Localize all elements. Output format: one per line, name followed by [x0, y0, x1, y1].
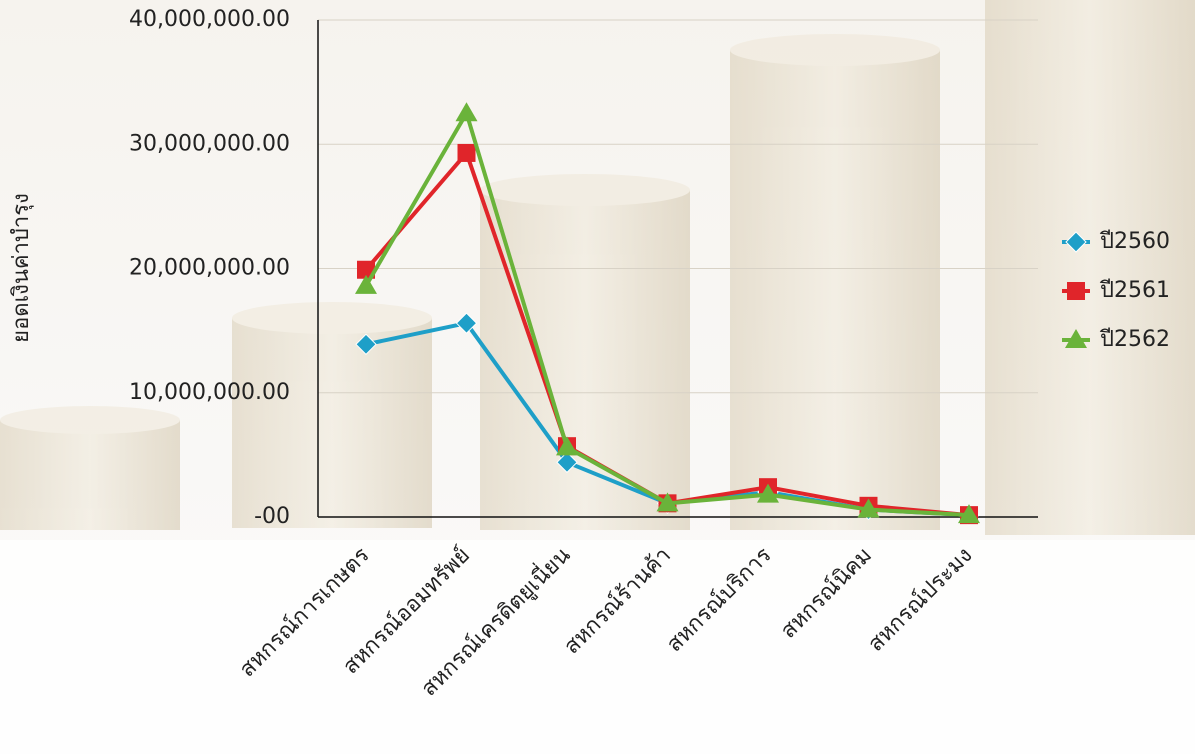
legend-label: ปี2561	[1099, 278, 1170, 303]
y-tick-label: -00	[254, 504, 290, 529]
legend-marker	[1067, 282, 1085, 300]
y-tick-label: 30,000,000.00	[129, 131, 290, 156]
marker	[458, 144, 476, 162]
chart: ยอดเงินค่าบำรุง -00 10,000,000.00 20,000,0…	[0, 0, 1195, 754]
y-axis-label: ยอดเงินค่าบำรุง	[9, 193, 34, 343]
y-tick-label: 20,000,000.00	[129, 256, 290, 281]
legend-label: ปี2562	[1099, 327, 1170, 352]
reflection-fade	[0, 540, 1195, 754]
y-tick-label: 10,000,000.00	[129, 380, 290, 405]
y-tick-label: 40,000,000.00	[129, 7, 290, 32]
legend-label: ปี2560	[1099, 229, 1170, 254]
